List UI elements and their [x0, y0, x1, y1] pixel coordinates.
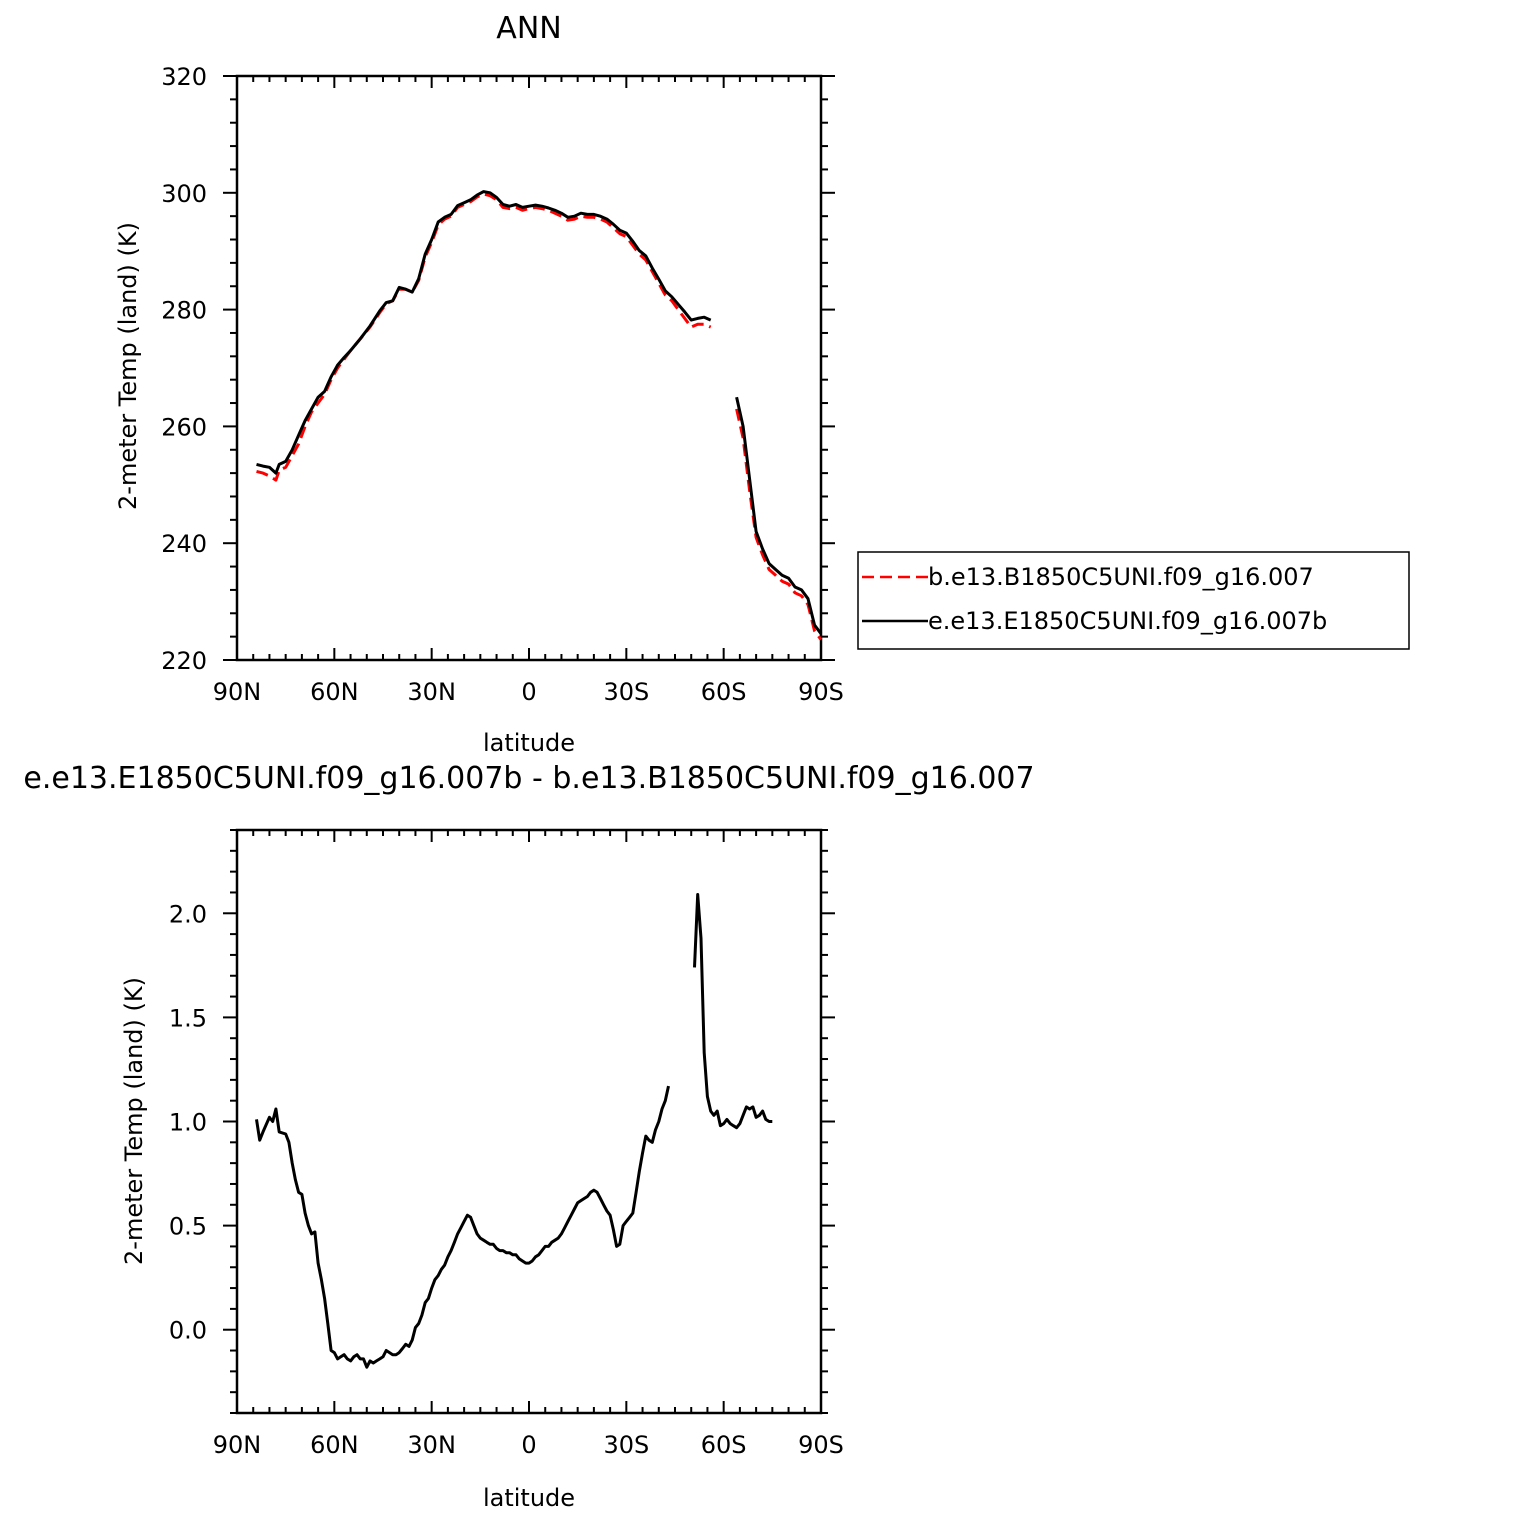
- bottom-x-tick-label: 90N: [213, 1431, 262, 1459]
- top-x-tick-label: 90N: [213, 678, 262, 706]
- top-y-tick-label: 220: [161, 647, 207, 675]
- bottom-line-chart: 90N 60N 30N 0 30S 60S 90S 0.0 0.5 1.0 1.5 2.0: [169, 828, 844, 1459]
- bottom-series-0-line-segment-1: [693, 893, 773, 1130]
- top-y-tick-label: 240: [161, 530, 207, 558]
- top-series-1-line-segment-0: [256, 190, 712, 475]
- legend-label-b-series: b.e13.B1850C5UNI.f09_g16.007: [928, 563, 1314, 591]
- bottom-x-tick-label: 60N: [310, 1431, 359, 1459]
- top-y-tick-label: 260: [161, 413, 207, 441]
- top-chart-legend: b.e13.B1850C5UNI.f09_g16.007 e.e13.E1850…: [857, 551, 1410, 650]
- top-series-1-line-segment-1: [735, 396, 823, 635]
- bottom-plot-frame: [235, 828, 823, 1415]
- bottom-y-tick-label: 0.5: [169, 1213, 207, 1241]
- bottom-x-tick-label: 90S: [798, 1431, 844, 1459]
- bottom-y-tick-label: 2.0: [169, 900, 207, 928]
- top-x-tick-label: 30S: [603, 678, 649, 706]
- top-line-chart: 90N 60N 30N 0 30S 60S 90S 220 240 260 280 300 320: [161, 63, 844, 706]
- top-x-tick-label: 30N: [407, 678, 456, 706]
- bottom-y-axis-label: 2-meter Temp (land) (K): [120, 977, 148, 1265]
- top-x-tick-label: 90S: [798, 678, 844, 706]
- legend-label-e-series: e.e13.E1850C5UNI.f09_g16.007b: [928, 607, 1327, 635]
- top-x-tick-label: 0: [521, 678, 536, 706]
- top-y-axis-label: 2-meter Temp (land) (K): [114, 222, 142, 510]
- bottom-x-tick-label: 0: [521, 1431, 536, 1459]
- bottom-x-axis-label: latitude: [483, 1484, 575, 1512]
- top-plot-frame: [235, 74, 823, 662]
- top-x-tick-label: 60N: [310, 678, 359, 706]
- top-x-tick-label: 60S: [701, 678, 747, 706]
- bottom-series-0-line-segment-0: [255, 1085, 670, 1369]
- top-series-0-line-segment-0: [256, 192, 712, 482]
- bottom-x-tick-label: 60S: [701, 1431, 747, 1459]
- legend-box: [857, 551, 1410, 650]
- top-y-tick-label: 280: [161, 297, 207, 325]
- bottom-y-tick-label: 1.0: [169, 1109, 207, 1137]
- bottom-y-tick-label: 0.0: [169, 1317, 207, 1345]
- bottom-y-tick-label: 1.5: [169, 1004, 207, 1032]
- bottom-x-tick-label: 30S: [603, 1431, 649, 1459]
- top-x-axis-label: latitude: [483, 729, 575, 757]
- top-chart-title: ANN: [496, 11, 561, 46]
- bottom-chart-title: e.e13.E1850C5UNI.f09_g16.007b - b.e13.B1…: [23, 761, 1034, 796]
- top-y-tick-label: 320: [161, 63, 207, 91]
- bottom-x-tick-label: 30N: [407, 1431, 456, 1459]
- top-y-tick-label: 300: [161, 180, 207, 208]
